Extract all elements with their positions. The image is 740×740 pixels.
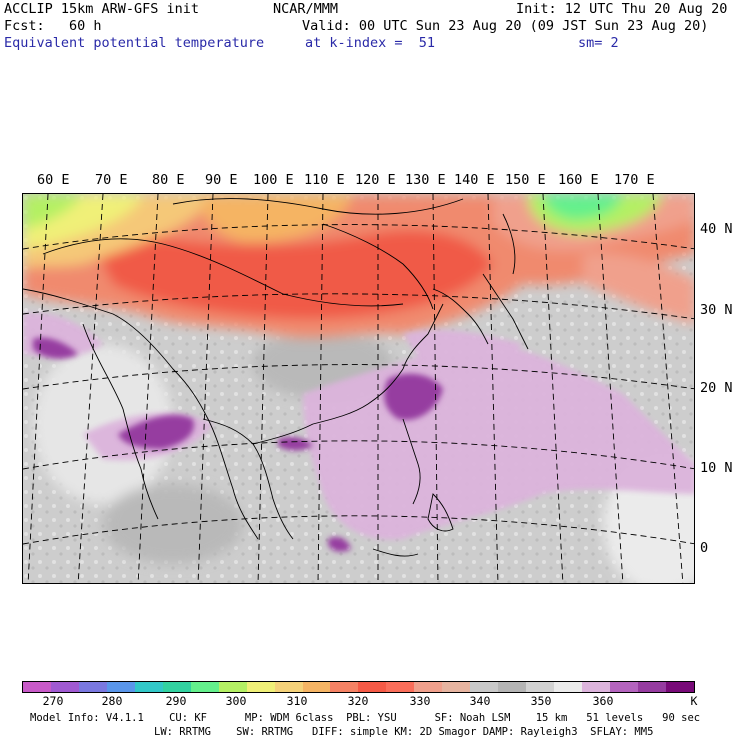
colorbar-swatch: [554, 682, 583, 692]
lon-label: 70 E: [95, 172, 128, 188]
lon-label: 60 E: [37, 172, 70, 188]
colorbar-tick-label: 330: [409, 694, 431, 708]
colorbar-swatch: [414, 682, 443, 692]
colorbar-swatch: [610, 682, 638, 692]
map-panel: [22, 193, 695, 584]
colorbar-swatch: [134, 682, 163, 692]
lon-label: 150 E: [505, 172, 546, 188]
lon-label: 90 E: [205, 172, 238, 188]
colorbar-swatch: [665, 682, 694, 692]
colorbar-swatch: [526, 682, 555, 692]
colorbar-swatch: [50, 682, 79, 692]
colorbar-unit: K: [690, 694, 698, 708]
colorbar-tick-label: 320: [347, 694, 369, 708]
lon-label: 130 E: [405, 172, 446, 188]
colorbar-swatch: [162, 682, 191, 692]
colorbar-swatch: [498, 682, 527, 692]
colorbar-tick-label: 340: [469, 694, 491, 708]
colorbar-swatch: [470, 682, 499, 692]
colorbar-swatch: [302, 682, 331, 692]
valid-time: Valid: 00 UTC Sun 23 Aug 20 (09 JST Sun …: [302, 18, 709, 34]
init-time: Init: 12 UTC Thu 20 Aug 20: [516, 1, 728, 17]
colorbar-swatch: [330, 682, 359, 692]
lon-label: 120 E: [355, 172, 396, 188]
lat-label: 0: [700, 540, 709, 556]
colorbar-swatch: [582, 682, 611, 692]
colorbar-swatch: [442, 682, 471, 692]
colorbar-swatch: [637, 682, 666, 692]
lat-label: 40 N: [700, 221, 733, 237]
colorbar-swatch: [106, 682, 135, 692]
colorbar-tick-label: 270: [42, 694, 64, 708]
lat-label: 30 N: [700, 302, 733, 318]
lon-label: 160 E: [558, 172, 599, 188]
colorbar-tick-label: 290: [165, 694, 187, 708]
colorbar-tick-label: 280: [101, 694, 123, 708]
lon-label: 100 E: [253, 172, 294, 188]
colorbar: [22, 681, 695, 693]
colorbar-tick-label: 310: [286, 694, 308, 708]
lat-label: 20 N: [700, 380, 733, 396]
smoothing-label: sm= 2: [578, 35, 619, 51]
lon-label: 80 E: [152, 172, 185, 188]
colorbar-swatch: [78, 682, 107, 692]
colorbar-swatch: [23, 682, 51, 692]
field-name: Equivalent potential temperature: [4, 35, 265, 51]
colorbar-tick-label: 300: [225, 694, 247, 708]
forecast-hour: Fcst: 60 h: [4, 18, 102, 34]
model-title: ACCLIP 15km ARW-GFS init: [4, 1, 200, 17]
lat-label: 10 N: [700, 460, 733, 476]
level-label: at k-index = 51: [305, 35, 436, 51]
model-info-line-1: Model Info: V4.1.1 CU: KF MP: WDM 6class…: [30, 712, 701, 724]
organization-label: NCAR/MMM: [273, 1, 339, 17]
lon-label: 140 E: [454, 172, 495, 188]
lon-label: 110 E: [304, 172, 345, 188]
colorbar-tick-label: 350: [530, 694, 552, 708]
colorbar-swatch: [218, 682, 247, 692]
theta-e-field: [23, 194, 694, 583]
colorbar-swatch: [246, 682, 275, 692]
colorbar-swatch: [358, 682, 387, 692]
lon-label: 170 E: [614, 172, 655, 188]
colorbar-swatch: [386, 682, 415, 692]
model-info-line-2: LW: RRTMG SW: RRTMG DIFF: simple KM: 2D …: [154, 726, 654, 738]
colorbar-swatch: [274, 682, 303, 692]
colorbar-swatch: [190, 682, 219, 692]
colorbar-tick-label: 360: [592, 694, 614, 708]
